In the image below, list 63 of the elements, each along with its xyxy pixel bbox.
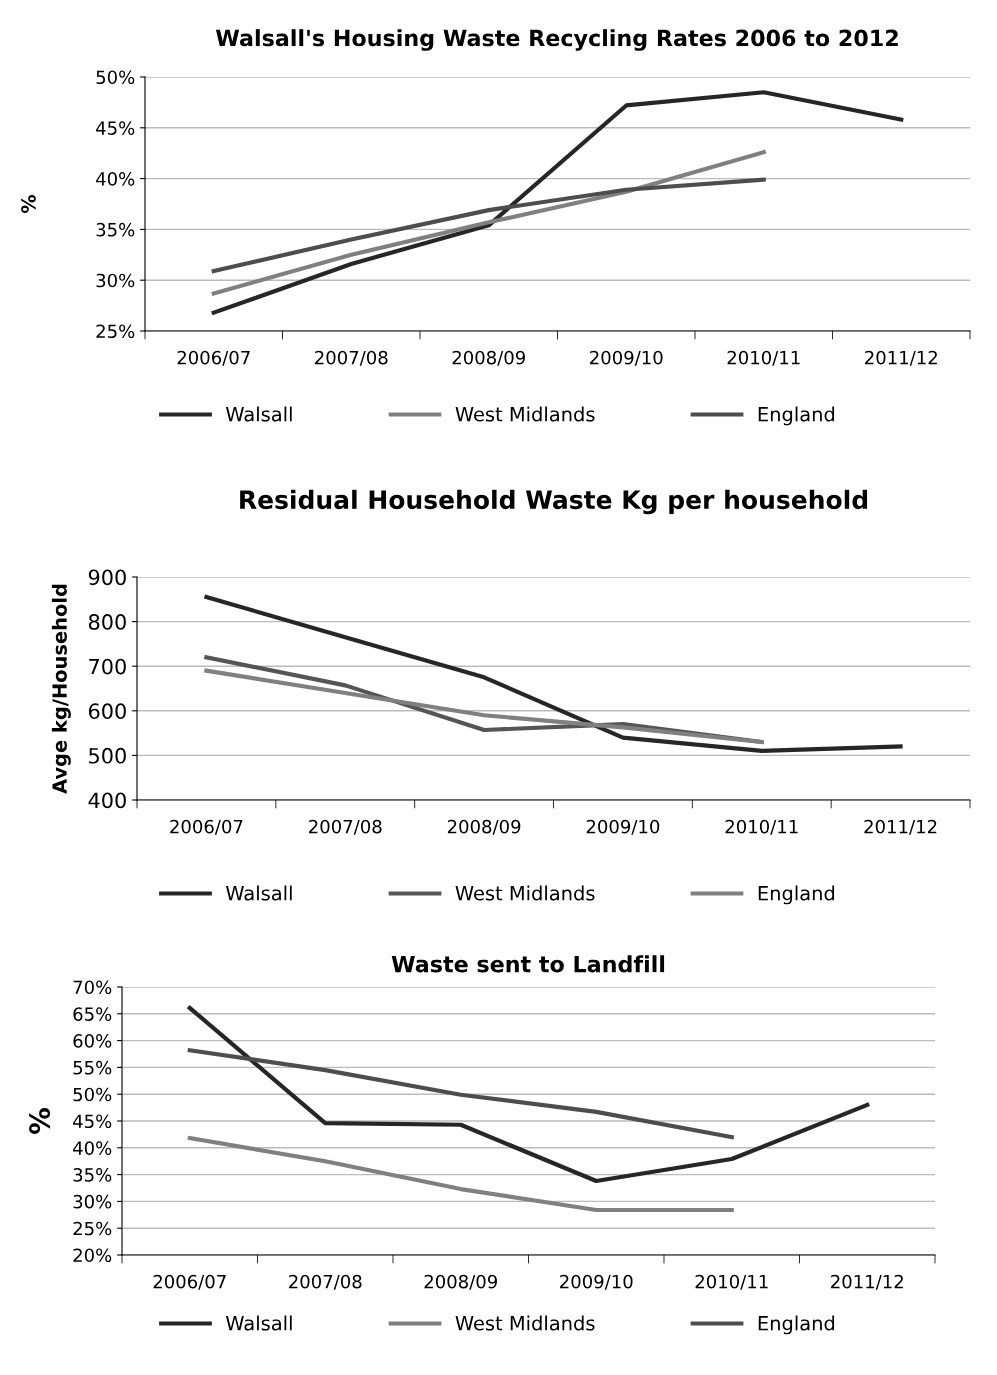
line-series <box>211 90 904 315</box>
x-tick-label: 2010/11 <box>725 819 798 835</box>
y-tick-label: 800 <box>88 614 126 630</box>
x-tick-label: 2007/08 <box>309 819 382 835</box>
y-tick-label: 25% <box>73 1221 112 1236</box>
y-tick-label: 45% <box>96 121 135 135</box>
x-tick-label: 2009/10 <box>590 350 663 366</box>
legend-label: West Midlands <box>455 885 595 901</box>
line-series <box>187 1005 870 1184</box>
y-tick-label: 25% <box>96 324 135 339</box>
line-series <box>204 594 903 754</box>
x-tick-label: 2006/07 <box>153 1274 226 1290</box>
y-tick-label: 40% <box>96 172 135 186</box>
y-tick-label: 20% <box>73 1248 112 1263</box>
legend-label: England <box>758 1315 835 1335</box>
y-axis-title: Avge kg/Household <box>51 584 71 794</box>
chart-title: Residual Household Waste Kg per household <box>240 489 868 515</box>
x-tick-label: 2009/10 <box>560 1274 633 1290</box>
x-tick-label: 2011/12 <box>831 1274 903 1290</box>
y-tick-label: 50% <box>73 1087 112 1102</box>
chart-title: Walsall's Housing Waste Recycling Rates 2006 to 2012 <box>215 29 898 51</box>
y-tick-label: 400 <box>88 792 126 809</box>
chart-title: Waste sent to Landfill <box>391 955 665 973</box>
legend-label: England <box>758 406 835 426</box>
legend-label: West Midlands <box>455 1315 595 1331</box>
y-axis-title: % <box>21 194 36 214</box>
x-tick-label: 2011/12 <box>865 350 937 366</box>
y-axis-title: % <box>29 1107 51 1135</box>
y-tick-label: 35% <box>96 222 135 237</box>
y-tick-label: 700 <box>89 658 126 675</box>
line-series <box>211 177 766 274</box>
legend-label: Walsall <box>225 1315 292 1331</box>
line-series <box>211 150 766 296</box>
y-tick-label: 55% <box>73 1060 112 1075</box>
x-tick-label: 2007/08 <box>289 1274 362 1290</box>
x-tick-label: 2006/07 <box>170 819 243 835</box>
x-tick-label: 2010/11 <box>727 350 800 366</box>
legend-label: Walsall <box>225 885 292 901</box>
x-tick-label: 2007/08 <box>315 350 388 366</box>
y-tick-label: 70% <box>73 980 112 995</box>
x-tick-label: 2006/07 <box>177 350 250 366</box>
y-tick-label: 30% <box>96 273 135 288</box>
legend-label: Walsall <box>225 406 292 422</box>
x-tick-label: 2008/09 <box>452 350 525 366</box>
y-tick-label: 60% <box>73 1034 112 1048</box>
y-tick-label: 40% <box>73 1141 112 1155</box>
x-tick-label: 2011/12 <box>864 819 937 835</box>
y-tick-label: 900 <box>88 569 126 586</box>
y-tick-label: 35% <box>73 1168 112 1182</box>
x-tick-label: 2009/10 <box>586 819 660 835</box>
y-tick-label: 65% <box>73 1007 112 1021</box>
legend-label: England <box>758 885 835 905</box>
y-tick-label: 45% <box>73 1114 112 1129</box>
x-tick-label: 2008/09 <box>447 819 521 835</box>
x-tick-label: 2008/09 <box>424 1274 497 1290</box>
line-series <box>187 1136 734 1213</box>
y-tick-label: 30% <box>73 1194 112 1209</box>
y-tick-label: 600 <box>88 703 126 720</box>
y-tick-label: 500 <box>89 747 126 764</box>
legend-label: West Midlands <box>455 406 595 422</box>
x-tick-label: 2010/11 <box>695 1274 768 1290</box>
line-series <box>187 1048 734 1140</box>
y-tick-label: 50% <box>96 70 135 85</box>
